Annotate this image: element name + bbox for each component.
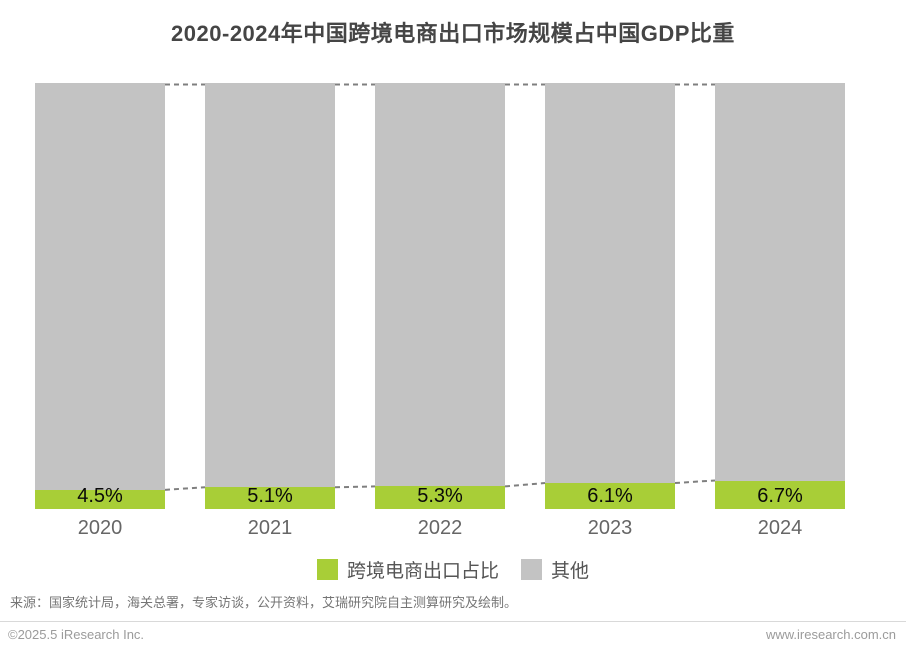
footer-divider <box>0 621 906 622</box>
bar-segment-export-share-2023 <box>545 483 675 509</box>
legend-item-0: 跨境电商出口占比 <box>316 556 499 583</box>
bar-2022 <box>375 83 505 509</box>
x-axis-label-2023: 2023 <box>587 517 633 539</box>
legend-swatch-0 <box>316 559 338 580</box>
chart-title: 2020-2024年中国跨境电商出口市场规模占中国GDP比重 <box>171 21 735 46</box>
legend-label-1: 其他 <box>551 561 590 582</box>
website-link[interactable]: www.iresearch.com.cn <box>765 627 896 642</box>
legend-swatch-1 <box>521 559 542 580</box>
bar-2020 <box>35 83 165 509</box>
bar-segment-export-share-2021 <box>205 487 335 509</box>
stacked-bar-chart: 4.5% 2020 5.1% 2021 5.3% 2022 6.1% 2023 6.7% 2024 <box>35 83 845 539</box>
value-label-2023: 6.1% <box>587 485 633 507</box>
bar-2021 <box>205 83 335 509</box>
bar-2024 <box>715 83 845 509</box>
x-axis-label-2022: 2022 <box>417 517 463 539</box>
source-note: 来源：国家统计局，海关总署，专家访谈，公开资料，艾瑞研究院自主测算研究及绘制。 <box>10 595 518 610</box>
legend-item-1: 其他 <box>521 556 589 583</box>
value-label-2021: 5.1% <box>247 485 293 507</box>
value-label-2022: 5.3% <box>417 485 463 507</box>
bar-segment-export-share-2020 <box>35 489 165 509</box>
bar-2023 <box>545 83 675 509</box>
value-label-2020: 4.5% <box>77 485 123 507</box>
legend: 跨境电商出口占比 其他 <box>0 556 906 583</box>
bar-segment-export-share-2024 <box>715 480 845 509</box>
legend-label-0: 跨境电商出口占比 <box>346 561 499 582</box>
value-label-2024: 6.7% <box>757 485 803 507</box>
bar-segment-export-share-2022 <box>375 486 505 509</box>
x-axis-label-2021: 2021 <box>247 517 293 539</box>
copyright-text: ©2025.5 iResearch Inc. <box>8 627 145 642</box>
x-axis-label-2024: 2024 <box>757 517 803 539</box>
x-axis-label-2020: 2020 <box>77 517 123 539</box>
